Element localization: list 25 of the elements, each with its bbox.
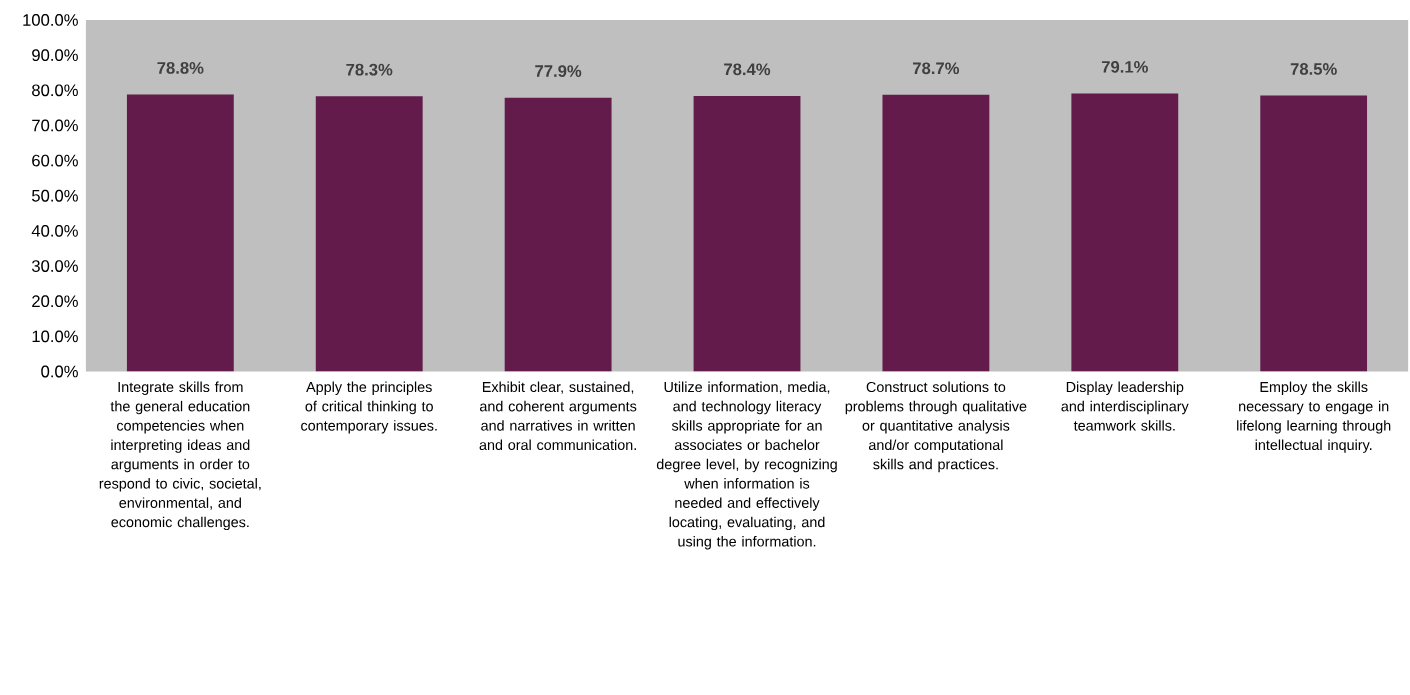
y-tick-label: 20.0%: [32, 295, 78, 308]
y-tick-label: 70.0%: [32, 119, 78, 132]
data-label: 79.1%: [1101, 60, 1148, 73]
x-tick-label: Construct solutions to problems through qualitative or quantitative analysis and/or computational skills and practices.: [845, 381, 1027, 473]
y-tick-label: 50.0%: [32, 189, 78, 202]
y-tick-label: 40.0%: [31, 224, 78, 237]
y-tick-label: 0.0%: [41, 365, 78, 378]
y-tick-label: 30.0%: [31, 260, 78, 272]
y-tick-label: 80.0%: [32, 84, 78, 97]
y-tick-label: 100.0%: [23, 14, 78, 26]
data-label: 78.3%: [346, 63, 393, 76]
data-label: 78.7%: [913, 62, 960, 75]
y-tick-label: 60.0%: [32, 154, 78, 167]
x-tick-label: Employ the skills necessary to engage in lifelong learning through intellectual inquiry.: [1237, 381, 1391, 453]
data-label: 78.4%: [724, 63, 771, 76]
x-tick-label: Exhibit clear, sustained, and coherent arguments and narratives in written and oral communication.: [479, 381, 637, 450]
y-tick-label: 90.0%: [32, 49, 78, 61]
data-label: 78.5%: [1290, 63, 1337, 75]
data-label: 78.8%: [157, 62, 204, 74]
x-tick-label: Integrate skills from the general education competencies when interpreting ideas and arguments in order to respond to civic, societal, environmental, and economic challenges.: [99, 381, 261, 531]
y-tick-label: 10.0%: [32, 330, 78, 343]
x-tick-label: Apply the principles of critical thinking to contemporary issues.: [301, 381, 437, 434]
data-label: 77.9%: [535, 65, 582, 77]
category-label: Utilize information, media, and technology literacy skills appropriate for an associates or bachelor degree level, by recognizing when information is needed and effectively locating, evaluating, and using the information.: [656, 381, 837, 550]
x-tick-label: Display leadership and interdisciplinary teamwork skills.: [1061, 381, 1189, 431]
